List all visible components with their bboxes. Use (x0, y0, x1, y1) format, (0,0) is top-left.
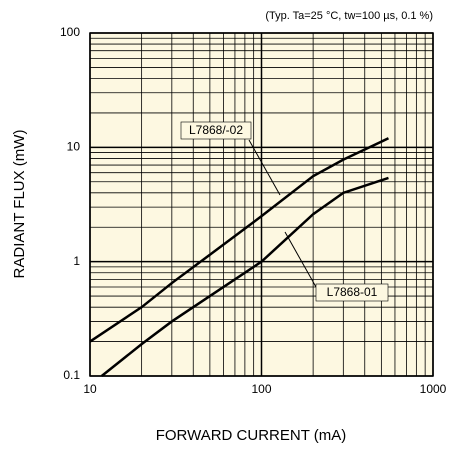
x-axis-label: FORWARD CURRENT (mA) (156, 427, 347, 444)
x-tick-label: 100 (251, 382, 271, 396)
y-tick-label: 0.1 (63, 368, 80, 382)
series-label: L7868/-02 (189, 123, 243, 137)
plot-frame (89, 32, 434, 377)
y-axis-label: RADIANT FLUX (mW) (11, 130, 28, 279)
y-tick-label: 100 (60, 25, 80, 39)
line-series (89, 137, 390, 343)
x-tick-label: 10 (83, 382, 97, 396)
chart-title: (Typ. Ta=25 °C, tw=100 µs, 0.1 %) (265, 10, 433, 22)
callout-leader (248, 139, 281, 196)
callout-leader (284, 231, 317, 288)
callout-box (315, 283, 389, 302)
line-series (100, 176, 389, 377)
y-tick-label: 10 (67, 140, 81, 154)
series-label: L7868-01 (327, 285, 378, 299)
callout-box (180, 121, 252, 140)
x-tick-label: 1000 (420, 382, 447, 396)
y-tick-label: 1 (73, 254, 80, 268)
